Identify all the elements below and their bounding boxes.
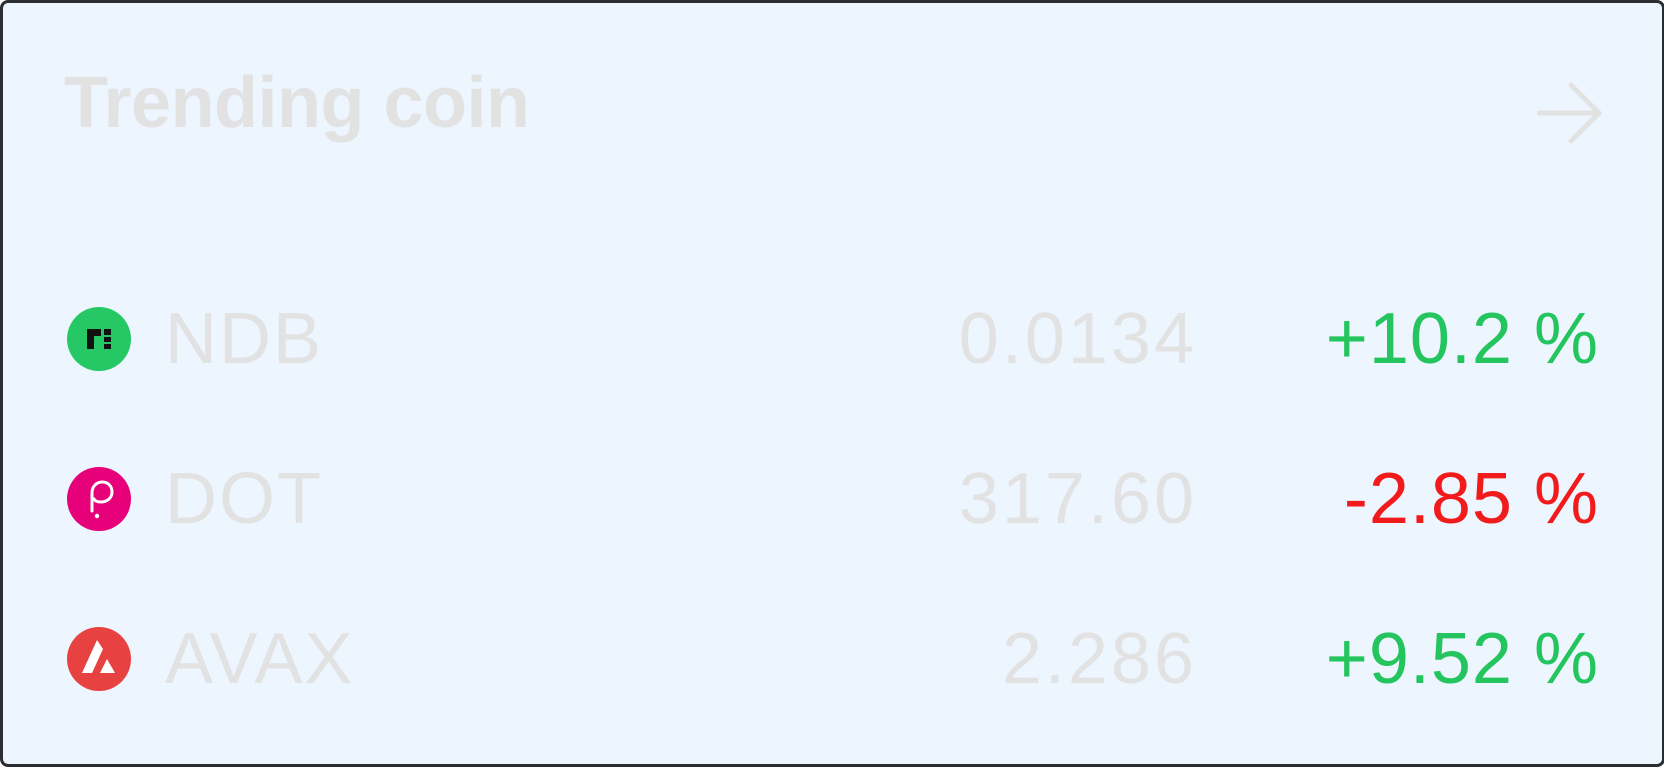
coin-price: 0.0134 [958, 299, 1197, 379]
coin-row-ndb[interactable]: NDB 0.0134 +10.2 % [3, 299, 1664, 379]
polkadot-logo-icon [67, 467, 131, 531]
coin-row-avax[interactable]: AVAX 2.286 +9.52 % [3, 619, 1664, 699]
coin-symbol: NDB [165, 299, 324, 379]
coin-symbol: AVAX [165, 619, 355, 699]
coin-change: +10.2 % [1325, 299, 1599, 379]
coin-row-dot[interactable]: DOT 317.60 -2.85 % [3, 459, 1664, 539]
card-title: Trending coin [64, 63, 530, 143]
ndb-logo-icon [67, 307, 131, 371]
arrow-right-icon[interactable] [1536, 82, 1603, 144]
coin-change: -2.85 % [1343, 459, 1599, 539]
coin-change: +9.52 % [1325, 619, 1599, 699]
coin-price: 2.286 [1001, 619, 1197, 699]
avalanche-logo-icon [67, 627, 131, 691]
coin-price: 317.60 [958, 459, 1197, 539]
coin-symbol: DOT [165, 459, 323, 539]
